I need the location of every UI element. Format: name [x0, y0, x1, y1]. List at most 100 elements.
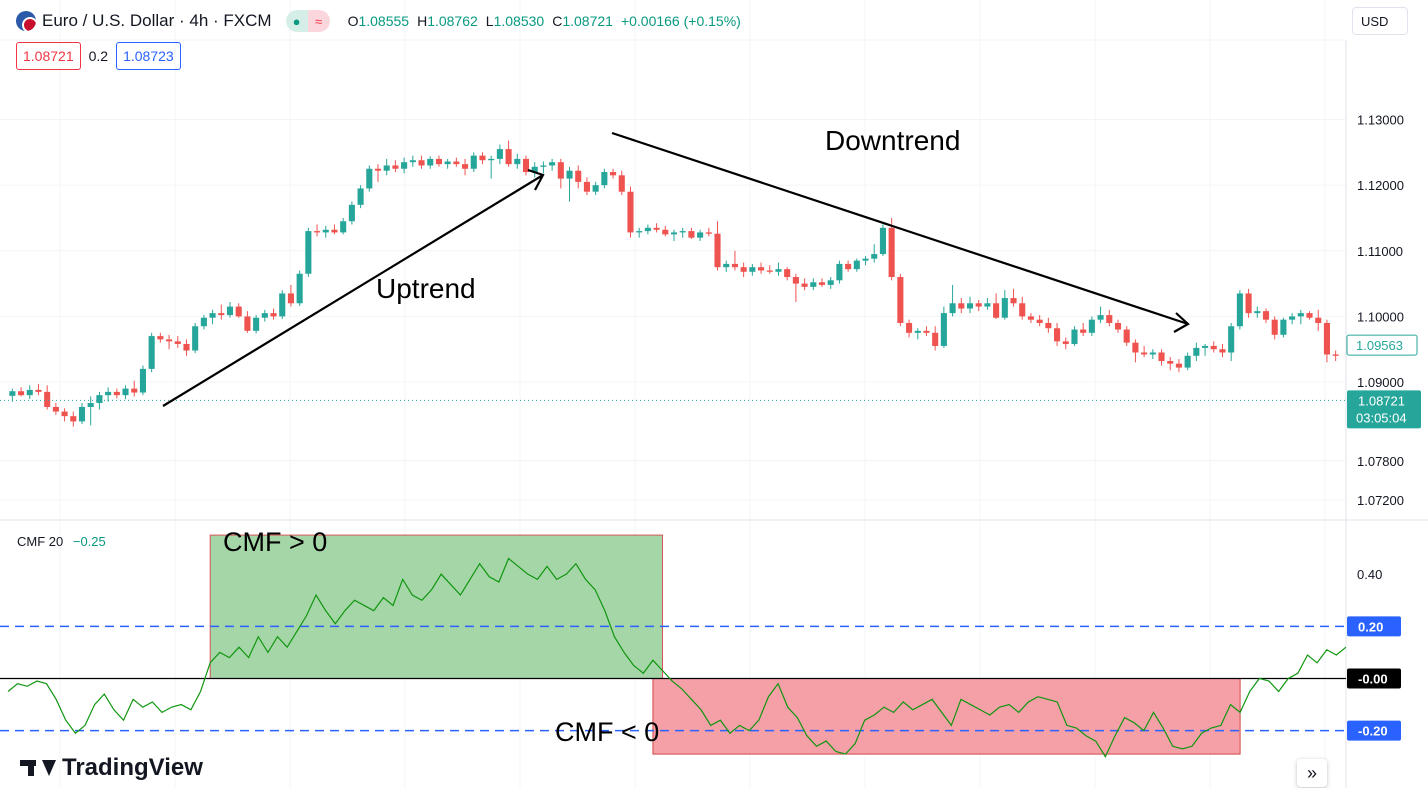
tradingview-logo[interactable]: TradingView	[20, 754, 203, 782]
candle-body	[914, 330, 921, 333]
candle-body	[105, 391, 112, 396]
currency-select[interactable]: USD	[1352, 7, 1408, 35]
cmf-guide-label: 0.20	[1358, 619, 1383, 634]
candle-body	[1236, 293, 1243, 327]
candle-body	[522, 158, 530, 173]
candle-body	[192, 326, 199, 351]
high-value: 1.08762	[427, 13, 478, 29]
candle-body	[383, 165, 390, 171]
close-value: 1.08721	[562, 13, 613, 29]
candle-body	[1149, 352, 1156, 355]
cmf-pane	[0, 557, 1347, 758]
candle-body	[731, 263, 738, 268]
candle-body	[801, 283, 808, 287]
candle-body	[496, 149, 503, 159]
candle-body	[166, 339, 173, 342]
candle-body	[531, 166, 538, 173]
candle-body	[792, 277, 799, 284]
candle-body	[723, 263, 730, 268]
sell-button[interactable]: 1.08721	[16, 42, 81, 70]
candle-body	[871, 254, 878, 259]
close-label: C	[552, 13, 563, 29]
price-axis[interactable]: 1.13000 1.12000 1.11000 1.10000 1.09000 1.078…	[1346, 113, 1421, 741]
current-price-box	[1347, 390, 1421, 429]
candle-body	[244, 316, 251, 331]
candle-body	[427, 158, 434, 166]
candle-body	[592, 185, 599, 192]
candle-body	[775, 269, 782, 272]
candle-body	[1193, 347, 1200, 356]
trade-panel: 1.08721 0.2 1.08723	[16, 42, 181, 70]
candle-body	[340, 221, 347, 233]
candle-body	[287, 293, 294, 304]
candle-body	[1123, 329, 1130, 343]
candle-body	[314, 231, 321, 233]
candle-body	[627, 191, 634, 233]
price-tick-label: 1.12000	[1357, 178, 1404, 193]
countdown-label: 03:05:04	[1356, 410, 1407, 425]
candle-body	[1010, 298, 1017, 304]
candle-body	[209, 313, 216, 318]
status-pill[interactable]: ● ≈	[285, 10, 330, 32]
candle-body	[784, 269, 791, 278]
buy-button[interactable]: 1.08723	[116, 42, 181, 70]
candle-body	[96, 395, 103, 404]
candle-body	[113, 391, 120, 396]
candle-body	[644, 227, 651, 232]
price-tick-label: 1.07200	[1357, 493, 1404, 508]
candle-body	[540, 165, 547, 167]
candle-body	[662, 229, 669, 235]
candle-body	[70, 416, 77, 422]
cmf-guide-box	[1347, 616, 1401, 637]
candle-body	[1045, 322, 1052, 329]
candle-body	[688, 231, 695, 238]
candle-body	[1297, 313, 1304, 317]
candle-body	[906, 322, 913, 333]
candle-body	[479, 155, 486, 161]
ohlc-values: O1.08555 H1.08762 L1.08530 C1.08721 +0.0…	[348, 13, 741, 29]
downtrend-arrow	[611, 131, 1189, 326]
candle-body	[122, 388, 129, 396]
price-tick-label: 1.10000	[1357, 309, 1404, 324]
candle-body	[827, 280, 834, 285]
candle-body	[575, 170, 582, 182]
low-label: L	[485, 13, 494, 29]
go-to-realtime-button[interactable]: »	[1297, 759, 1327, 787]
cmf-legend[interactable]: CMF 20 −0.25	[17, 534, 106, 549]
candle-body	[52, 406, 59, 412]
candle-body	[366, 168, 373, 189]
candle-body	[1254, 311, 1261, 314]
low-value: 1.08530	[493, 13, 545, 29]
candle-body	[845, 263, 852, 270]
candle-body	[636, 231, 643, 233]
cmf-legend-name: CMF 20	[17, 534, 64, 549]
candle-body	[653, 227, 660, 230]
candle-body	[714, 233, 721, 268]
candle-body	[566, 170, 573, 179]
candle-body	[923, 330, 930, 333]
cmf-line	[7, 557, 1347, 758]
candle-body	[1097, 315, 1104, 320]
candle-body	[749, 267, 756, 272]
candle-body	[61, 411, 68, 417]
uptrend-arrow	[162, 174, 544, 407]
candle-body	[444, 161, 451, 165]
candle-body	[35, 389, 42, 392]
candle-body	[975, 303, 982, 307]
symbol-title[interactable]: Euro / U.S. Dollar · 4h · FXCM	[42, 11, 272, 30]
brand-name: TradingView	[62, 754, 203, 781]
candle-body	[1001, 298, 1008, 318]
candle-body	[1202, 345, 1209, 348]
annotations: Uptrend Downtrend CMF > 0 CMF < 0	[162, 125, 1190, 747]
candle-body	[740, 267, 747, 272]
cmf-zones	[209, 534, 1241, 755]
candle-body	[1289, 316, 1296, 320]
candle-body	[1036, 319, 1043, 323]
downtrend-label: Downtrend	[825, 125, 960, 156]
candle-body	[253, 317, 260, 331]
cmf-guide-label: -0.00	[1358, 671, 1388, 686]
candle-body	[44, 391, 51, 407]
candle-body	[18, 391, 25, 396]
